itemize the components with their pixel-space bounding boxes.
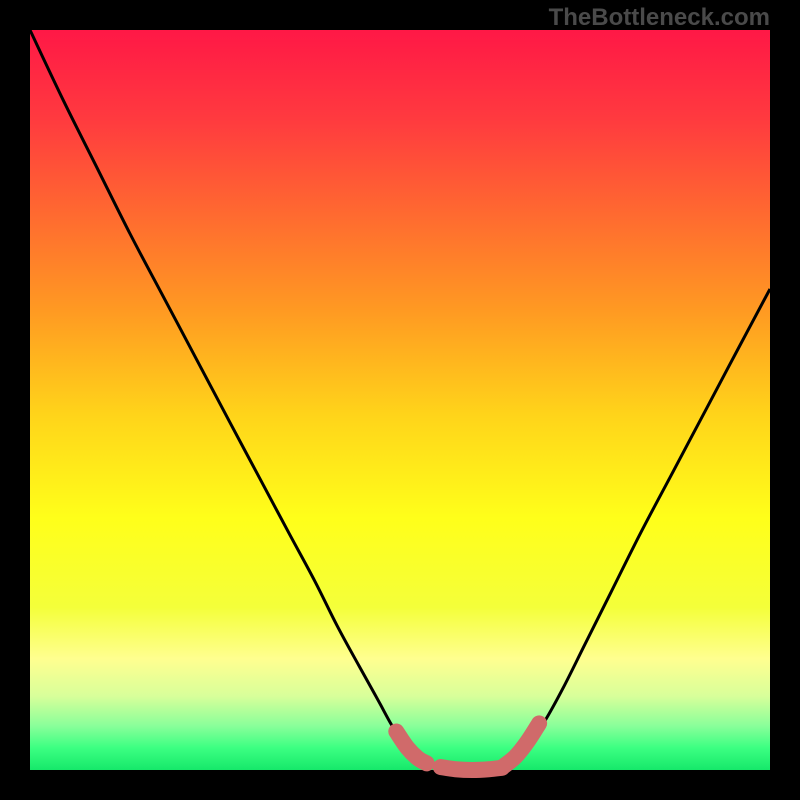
chart-stage: TheBottleneck.com <box>0 0 800 800</box>
watermark-text: TheBottleneck.com <box>549 4 770 32</box>
plot-area <box>30 30 770 770</box>
